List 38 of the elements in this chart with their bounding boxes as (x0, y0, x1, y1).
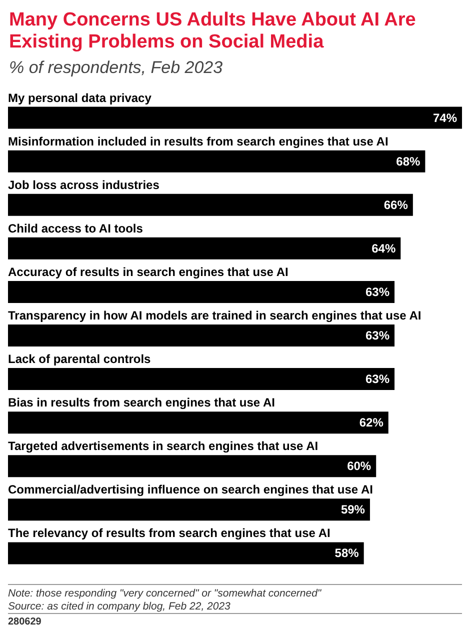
bar (8, 106, 462, 129)
data-label: 58% (334, 546, 360, 560)
data-label: 60% (347, 459, 372, 474)
data-label: 62% (359, 416, 384, 430)
data-label: 64% (372, 241, 396, 256)
bar (8, 498, 370, 521)
data-label: 63% (365, 372, 390, 386)
data-label: 68% (396, 154, 421, 168)
y-tick-label: Misinformation included in results from search engines that use AI (8, 134, 388, 148)
bar (8, 455, 376, 478)
data-label: 63% (365, 284, 390, 299)
y-tick-label: Transparency in how AI models are trained in search engines that use AI (8, 308, 422, 322)
text: 280629 (8, 616, 42, 628)
text: Note: those responding "very concerned" or "somewhat concerned" (8, 588, 322, 600)
bar (8, 237, 401, 260)
y-tick-label: My personal data privacy (8, 90, 152, 105)
data-label: 59% (340, 502, 366, 517)
y-tick-label: Child access to AI tools (8, 221, 144, 236)
y-tick-label: Job loss across industries (8, 178, 160, 192)
data-label: 66% (384, 198, 408, 212)
y-tick-label: Commercial/advertising influence on search engines that use AI (8, 482, 373, 497)
source-note: Source: as cited in company blog, Feb 22, 2023 (8, 600, 231, 612)
y-tick-label: Bias in results from search engines that use AI (8, 396, 275, 410)
y-tick-label: Targeted advertisements in search engines that use AI (8, 439, 318, 454)
bar (8, 542, 364, 564)
bar (8, 150, 426, 172)
chart-title: Many Concerns US Adults Have About AI Are Existing Problems on Social Media (9, 10, 422, 52)
y-tick-label: Lack of parental controls (8, 352, 152, 366)
y-tick-label: Accuracy of results in search engines that use AI (8, 264, 288, 279)
bar (8, 324, 395, 346)
bar (8, 280, 395, 303)
y-tick-label: The relevancy of results from search engines that use AI (8, 526, 330, 540)
bar (8, 194, 413, 216)
bar (8, 368, 395, 390)
bar (8, 412, 388, 434)
data-label: 63% (365, 328, 390, 342)
data-label: 74% (432, 110, 458, 125)
chart-subtitle: % of respondents, Feb 2023 (9, 58, 224, 77)
